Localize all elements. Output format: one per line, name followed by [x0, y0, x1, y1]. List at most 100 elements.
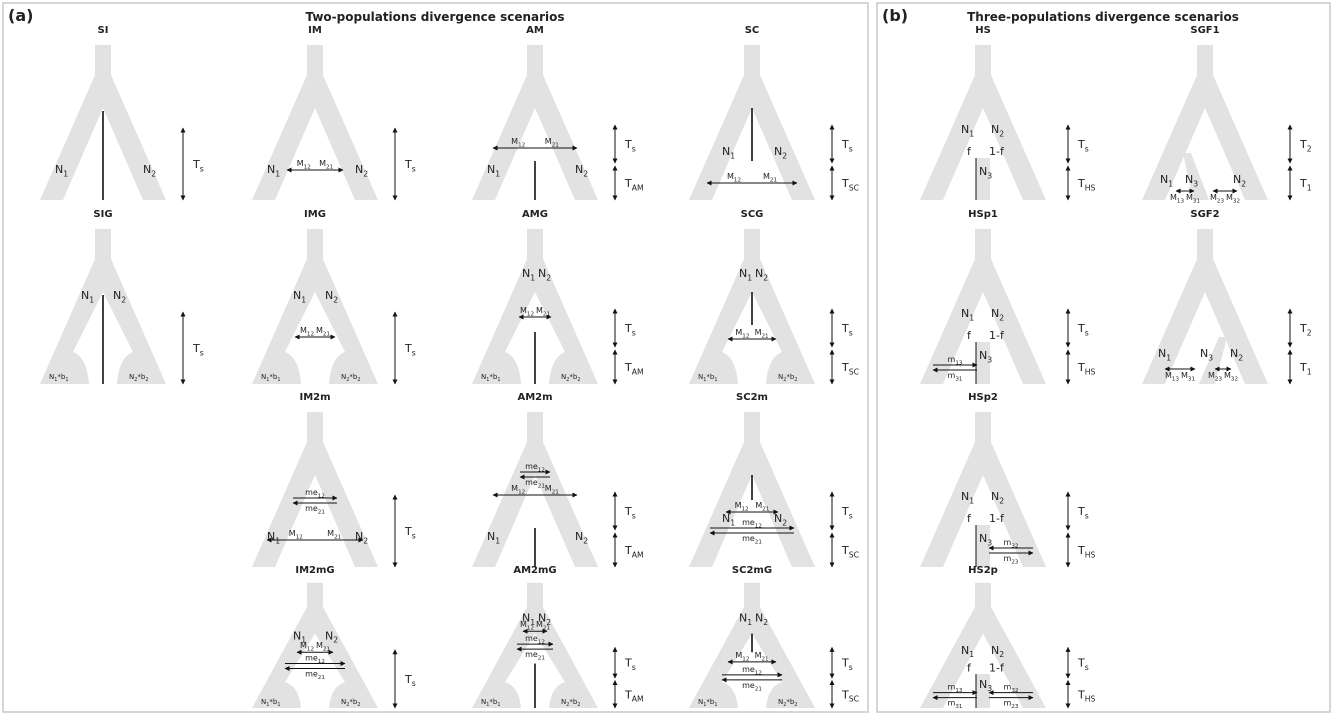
scenario-title: IM2mG — [295, 565, 334, 576]
migration-label-part: 12 — [318, 659, 325, 665]
scenario-title: SI — [98, 25, 109, 36]
population-label: N1 — [293, 629, 306, 644]
population-label-part: *b — [137, 373, 146, 381]
population-label-part: N — [522, 267, 530, 280]
migration-label: me12 — [742, 665, 762, 676]
population-label-part: 3 — [987, 684, 992, 693]
time-label-part: T — [841, 361, 849, 374]
population-label-part: N — [961, 123, 969, 136]
migration-label: M12 — [520, 306, 534, 317]
population-label-part: *b — [489, 698, 498, 706]
population-label: N1 — [81, 289, 94, 304]
population-label-part: 2 — [999, 313, 1004, 322]
population-label-part: 2 — [546, 618, 551, 627]
population-label: N3 — [979, 678, 992, 693]
migration-label-part: me — [742, 518, 755, 527]
migration-label-part: me — [305, 488, 318, 497]
tree-gap — [943, 292, 1023, 384]
population-label-part: N — [961, 307, 969, 320]
population-label-part: N — [293, 629, 301, 642]
scenario-title: SC — [745, 25, 760, 36]
population-label: N2*b2 — [129, 373, 148, 383]
migration-label-part: 21 — [326, 164, 334, 170]
migration-label-part: M — [511, 484, 518, 493]
scenario-title: HSp1 — [968, 209, 998, 220]
migration-label-part: m — [948, 683, 956, 692]
population-label-part: 1 — [497, 377, 500, 383]
population-label-part: 2 — [763, 618, 768, 627]
population-label: N1 — [55, 163, 68, 178]
population-label-part: 1 — [1166, 353, 1171, 362]
migration-label-part: m — [948, 699, 956, 708]
population-label-part: N — [575, 163, 583, 176]
time-label-part: s — [412, 679, 416, 688]
population-label: N1 — [487, 530, 500, 545]
migration-label-part: 21 — [552, 489, 560, 495]
migration-label: M12 — [300, 326, 314, 337]
migration-label-part: M — [1165, 371, 1172, 380]
panel-tag: (a) — [8, 6, 33, 25]
time-label-part: s — [849, 663, 853, 672]
migration-label-part: me — [305, 654, 318, 663]
population-label-part: 1 — [714, 702, 717, 708]
migration-label-part: M — [735, 328, 742, 337]
population-label-part: N — [755, 267, 763, 280]
migration-label-part: M — [545, 484, 552, 493]
migration-label-part: M — [300, 326, 307, 335]
population-label-part: *b — [706, 373, 715, 381]
migration-label-part: 12 — [734, 177, 741, 183]
time-label-part: AM — [632, 550, 644, 559]
population-label-part: 1 — [277, 377, 280, 383]
population-label-part: N — [991, 644, 999, 657]
migration-label-part: me — [742, 534, 755, 543]
time-label: Ts — [841, 322, 853, 337]
population-label-part: N — [538, 612, 546, 625]
migration-label: M31 — [1181, 371, 1195, 382]
migration-label: M32 — [1224, 371, 1238, 382]
population-label-part: *b — [269, 698, 278, 706]
migration-label-part: M — [1186, 193, 1193, 202]
population-label-part: N — [1200, 347, 1208, 360]
migration-label: m31 — [948, 371, 963, 382]
population-label-part: 1 — [275, 169, 280, 178]
population-label: N2*b2 — [561, 698, 580, 708]
migration-label-part: 12 — [318, 493, 325, 499]
migration-label-part: M — [289, 529, 296, 538]
population-label: N1 — [739, 267, 752, 282]
migration-label: M13 — [1165, 371, 1179, 382]
tree-gap — [943, 633, 1023, 708]
population-label-part: 2 — [1238, 353, 1243, 362]
population-label-part: 2 — [346, 702, 349, 708]
population-label-part: 2 — [794, 702, 797, 708]
time-label: Ts — [841, 138, 853, 153]
migration-label-part: me — [525, 634, 538, 643]
tree-branch — [976, 158, 990, 200]
tree-gap — [1165, 292, 1245, 384]
population-label-part: 1 — [969, 650, 974, 659]
population-label-part: *b — [489, 373, 498, 381]
population-label-part: 1 — [301, 636, 306, 645]
population-label-part: 2 — [566, 377, 569, 383]
time-label: THS — [1077, 361, 1096, 376]
population-label-part: 1 — [747, 618, 752, 627]
migration-label: me21 — [525, 650, 545, 661]
time-label-part: s — [632, 144, 636, 153]
migration-label-part: 12 — [755, 523, 762, 529]
migration-label-part: 21 — [323, 647, 331, 653]
population-label-part: 1 — [63, 169, 68, 178]
time-label-part: T — [624, 688, 632, 701]
migration-label-part: 12 — [538, 467, 545, 473]
migration-label-part: 23 — [1011, 559, 1019, 565]
time-label-part: T — [1077, 505, 1085, 518]
time-label-part: HS — [1085, 695, 1096, 704]
population-label-part: 2 — [782, 151, 787, 160]
migration-label-part: M — [520, 306, 527, 315]
migration-label-part: M — [511, 137, 518, 146]
migration-label-part: M — [755, 501, 762, 510]
migration-label: M21 — [327, 529, 341, 540]
migration-label: M21 — [545, 484, 559, 495]
migration-label-part: m — [948, 371, 956, 380]
population-label-part: 2 — [999, 496, 1004, 505]
population-label-part: 2 — [333, 295, 338, 304]
time-label-part: s — [412, 531, 416, 540]
